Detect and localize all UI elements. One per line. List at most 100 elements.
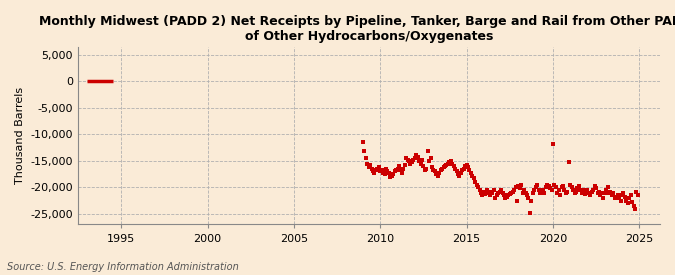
Point [368, 169, 379, 174]
Point [376, 168, 387, 173]
Point [565, 183, 576, 187]
Point [601, 188, 612, 192]
Point [484, 193, 495, 197]
Point [504, 191, 515, 196]
Point [522, 193, 533, 197]
Point [630, 206, 641, 211]
Point [614, 196, 624, 200]
Point [587, 189, 597, 194]
Point [539, 191, 549, 195]
Point [431, 172, 441, 176]
Point [454, 174, 465, 178]
Point [433, 174, 443, 178]
Point [537, 188, 548, 192]
Point [382, 169, 393, 174]
Point [562, 189, 572, 194]
Point [460, 164, 470, 168]
Point [383, 170, 394, 175]
Point [462, 165, 473, 169]
Point [392, 167, 403, 171]
Point [388, 172, 399, 176]
Point [456, 170, 466, 175]
Point [474, 188, 485, 192]
Point [588, 188, 599, 192]
Point [457, 168, 468, 173]
Point [555, 193, 566, 197]
Point [618, 191, 629, 195]
Point [533, 188, 544, 192]
Point [493, 191, 504, 195]
Point [595, 193, 606, 197]
Point [559, 188, 570, 192]
Point [375, 169, 385, 174]
Point [585, 193, 596, 197]
Point [524, 211, 535, 215]
Point [379, 172, 390, 176]
Point [414, 159, 425, 163]
Point [416, 158, 427, 162]
Point [517, 191, 528, 195]
Point [435, 168, 446, 173]
Point [512, 199, 522, 203]
Point [611, 195, 622, 199]
Point [479, 189, 489, 194]
Point [373, 165, 384, 169]
Point [450, 167, 460, 171]
Point [468, 176, 479, 180]
Point [509, 188, 520, 192]
Point [490, 196, 501, 200]
Point [412, 155, 423, 159]
Point [597, 191, 608, 195]
Point [371, 168, 381, 173]
Point [491, 193, 502, 197]
Point [520, 191, 531, 195]
Point [466, 170, 477, 175]
Point [502, 195, 512, 199]
Point [628, 204, 639, 208]
Point [531, 185, 541, 189]
Point [591, 186, 601, 191]
Point [402, 158, 413, 162]
Point [510, 185, 521, 189]
Point [398, 167, 408, 171]
Point [569, 191, 580, 195]
Point [580, 189, 591, 194]
Point [396, 170, 407, 175]
Point [381, 167, 392, 171]
Point [423, 149, 433, 153]
Point [447, 161, 458, 166]
Point [582, 188, 593, 192]
Point [480, 191, 491, 196]
Point [487, 191, 498, 195]
Point [364, 163, 375, 167]
Point [458, 167, 469, 171]
Point [507, 189, 518, 194]
Point [483, 191, 493, 195]
Point [500, 196, 511, 200]
Point [360, 156, 371, 160]
Point [605, 189, 616, 194]
Point [612, 193, 623, 197]
Point [535, 191, 545, 195]
Point [421, 167, 432, 171]
Point [526, 199, 537, 203]
Point [428, 168, 439, 173]
Point [558, 184, 568, 189]
Point [598, 196, 609, 200]
Point [378, 170, 389, 175]
Point [564, 160, 574, 164]
Point [579, 191, 590, 196]
Point [409, 156, 420, 160]
Point [489, 188, 500, 192]
Point [529, 188, 539, 192]
Point [386, 174, 397, 178]
Point [437, 167, 448, 171]
Point [372, 167, 383, 171]
Point [599, 191, 610, 195]
Point [499, 193, 510, 197]
Point [467, 174, 478, 178]
Point [542, 183, 553, 187]
Point [540, 185, 551, 189]
Point [476, 191, 487, 195]
Point [438, 165, 449, 169]
